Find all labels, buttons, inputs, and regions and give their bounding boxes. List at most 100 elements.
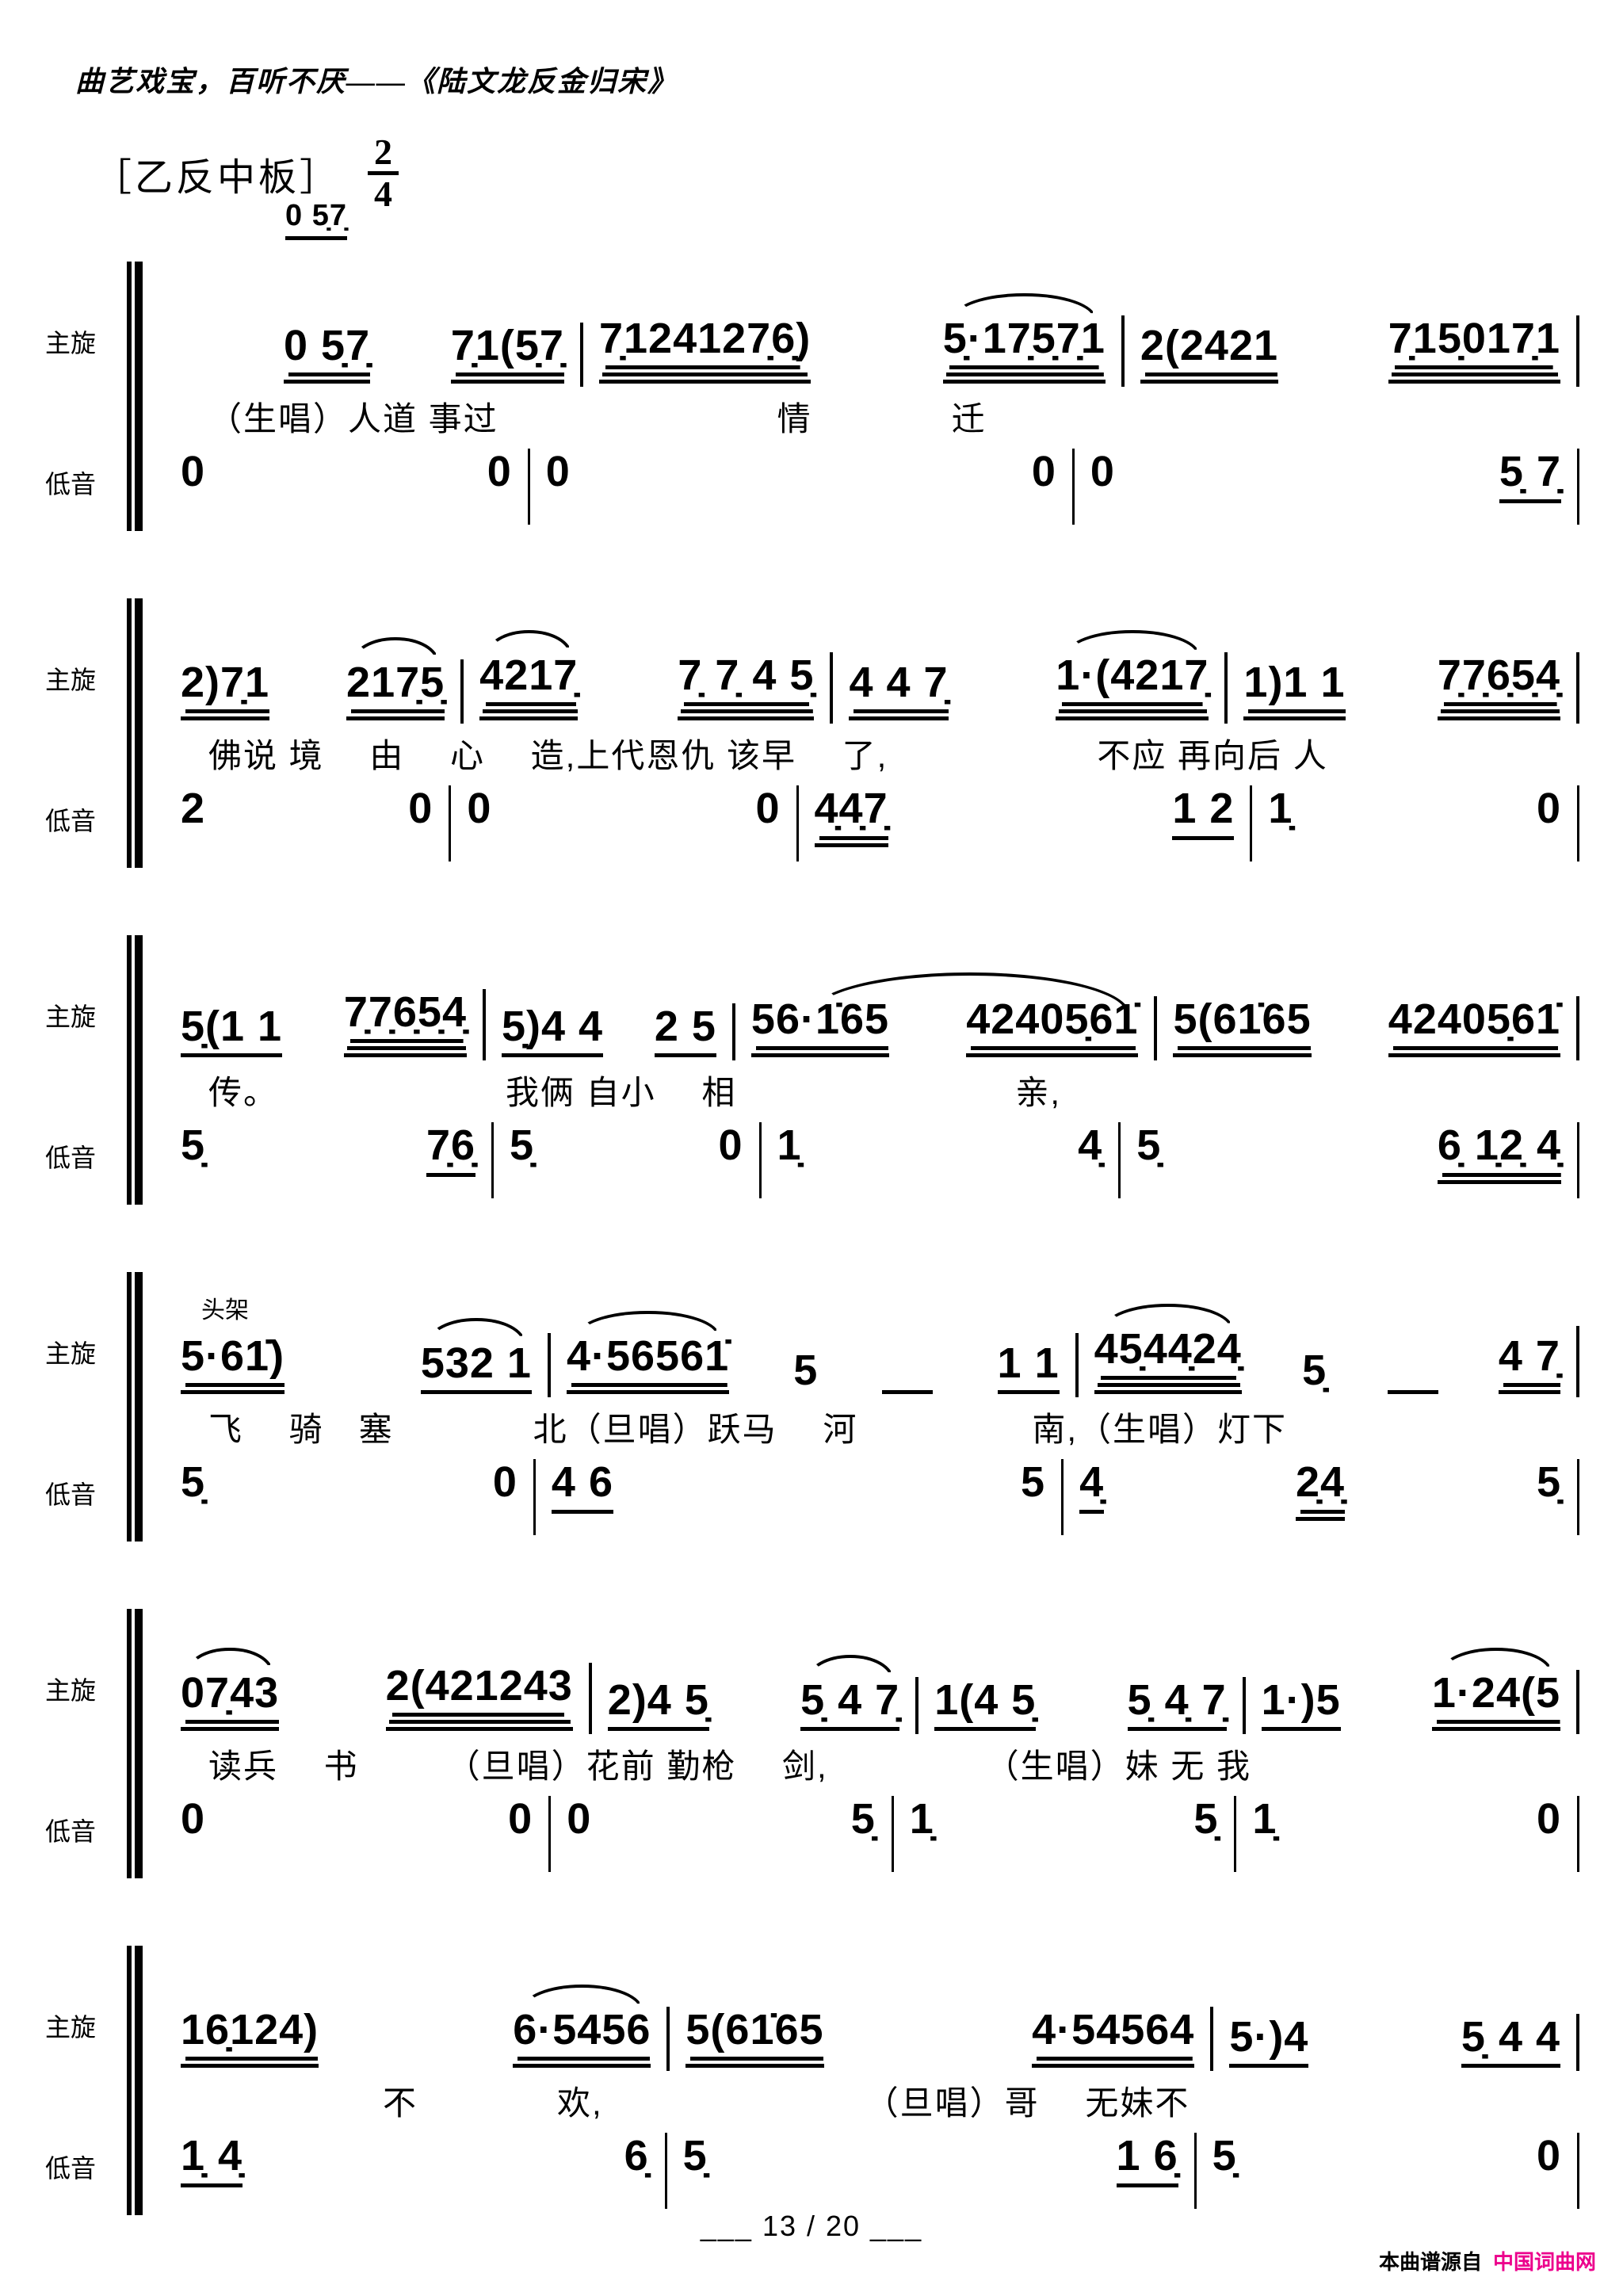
part-labels: 主旋 低音	[44, 1946, 127, 2215]
note-group: 6̣	[624, 2132, 649, 2180]
melody-measure: 5·)4 5̣ 4 4	[1213, 2013, 1580, 2072]
note-group: 45̣44̣24̣	[1094, 1303, 1242, 1394]
melody-part-label: 主旋	[45, 2013, 97, 2042]
source-site-link[interactable]: 中国词曲网	[1492, 2250, 1596, 2274]
note-group: 0	[567, 1795, 592, 1843]
page-number: ___ 13 / 20 ___	[700, 2210, 923, 2242]
melody-measure: 7̣124127̣6̣) 5̣·17̣5̣7̣1	[583, 292, 1125, 388]
note-group: 4̣	[1078, 1121, 1103, 1170]
bass-measure: 1̣ 4̣	[762, 1121, 1121, 1199]
tempo-row: ［乙反中板］ 2 4	[94, 132, 399, 214]
note-group: 1̣ 4̣	[181, 2132, 243, 2187]
note-group: 4 6	[551, 1458, 613, 1514]
note-group: 4 7̣	[1498, 1332, 1560, 1394]
note-group: 2 5	[654, 1003, 716, 1058]
melody-measure: 4217̣ 7̣ 7̣ 4 5̣	[464, 629, 834, 724]
melody-measure: 1(4 5̣ 5̣ 4̣ 7̣	[918, 1676, 1246, 1735]
note-group: 5̣	[1536, 1458, 1561, 1507]
note-group: 5̣	[1136, 1121, 1162, 1170]
bass-row: 0 0 0 0 0 5̣ 7̣	[165, 445, 1579, 531]
note-group: 5(61̇65	[685, 2006, 824, 2068]
note-group: 5̣ 7̣	[1499, 448, 1561, 503]
note-group: 4 4 7̣	[849, 659, 949, 720]
system-bracket	[127, 1272, 143, 1541]
bass-measure: 4 6 5	[536, 1458, 1064, 1536]
note-group: 5·61̇)	[181, 1332, 285, 1394]
tempo-label: ［乙反中板］	[94, 156, 342, 199]
note-group: 5̣	[682, 2132, 708, 2180]
bass-measure: 1̣ 0	[1236, 1795, 1580, 1873]
note-group: 1 1	[997, 1339, 1060, 1395]
note-group: 0	[1536, 2132, 1562, 2180]
lyrics-line: 不 欢, （旦唱）哥 无妹不	[208, 2084, 1190, 2122]
note-group: 5̣ 4 7̣	[800, 1654, 900, 1732]
melody-part-label: 主旋	[45, 666, 97, 694]
lyrics-line: 读兵 书 （旦唱）花前 勤枪 剑, （生唱）妹 无 我	[208, 1747, 1252, 1785]
melody-row: 5·61̇) 532 1 头架 4·56561̇ 5 1 1 45̣44̣24̣ 5̣ 4 …	[165, 1272, 1579, 1398]
bass-row: 2 0 0 0 4̣4̣7̣ 1 2 1̣ 0	[165, 782, 1579, 868]
note-group: 0	[1536, 1795, 1562, 1843]
bass-row: 5̣ 0 4 6 5 4̣ 2̣4̣ 5̣	[165, 1456, 1579, 1541]
system-bracket	[127, 935, 143, 1205]
note-group: 07̣43	[181, 1647, 280, 1731]
note-group: 6·5456	[513, 1984, 651, 2068]
note-group: 1̣	[1268, 785, 1293, 833]
bass-measure: 0 5̣ 7̣	[1075, 448, 1579, 525]
note-group: 5̣ 4 4	[1461, 2013, 1561, 2069]
melody-row: 5̣(1 1 7̣7̣6̣5̣4̣ 5̣)4 4 2 5 56·1̇65 42405̣61…	[165, 935, 1580, 1061]
melody-measure: 1)1 1 7̣7̣6̣5̣4̣	[1228, 651, 1579, 724]
note-group: 0	[492, 1458, 517, 1507]
bass-measure: 0 5̣	[551, 1795, 894, 1873]
note-group: 1 2	[1172, 785, 1235, 840]
lyrics-line: 传。 我俩 自小 相 亲,	[208, 1073, 1062, 1111]
part-labels: 主旋 低音	[44, 1272, 127, 1541]
note-group: 5̣)4 4	[501, 1003, 604, 1058]
note-group: 5̣	[510, 1121, 535, 1170]
note-group: 4̣	[1079, 1458, 1105, 1514]
note-group: 1 6̣	[1116, 2132, 1178, 2187]
note-group: 1(4 5̣	[934, 1676, 1037, 1732]
melody-part-label: 主旋	[45, 1676, 97, 1705]
time-signature-numerator: 2	[368, 132, 399, 176]
system-content: 16̣124) 6·5456 5(61̇65 4·54564 5·)4 5̣ 4 4 不 …	[165, 1946, 1580, 2215]
system-bracket	[127, 1946, 143, 2215]
bass-part-label: 低音	[45, 807, 97, 835]
note-group: 4217̣	[479, 629, 579, 720]
system: 主旋 低音 5̣(1 1 7̣7̣6̣5̣4̣ 5̣)4 4 2 5 56·1̇65 4240…	[44, 935, 1580, 1205]
note-group: 2(2421	[1140, 322, 1279, 384]
system-content: 5·61̇) 532 1 头架 4·56561̇ 5 1 1 45̣44̣24̣ 5̣ 4 …	[165, 1272, 1579, 1541]
system-content: 07̣43 2(421243 2)4 5̣ 5̣ 4 7̣ 1(4 5̣ 5̣ 4̣ 7̣…	[165, 1609, 1580, 1878]
note-group: 1̣	[777, 1121, 802, 1170]
melody-measure: 07̣43 2(421243	[165, 1647, 592, 1735]
note-group: 1̣	[909, 1795, 934, 1843]
note-group: 5̣	[181, 1121, 206, 1170]
melody-part-label: 主旋	[45, 329, 97, 357]
bass-measure: 1̣ 5̣	[894, 1795, 1237, 1873]
note-group: 7̣6̣	[426, 1121, 476, 1177]
melody-row: 07̣43 2(421243 2)4 5̣ 5̣ 4 7̣ 1(4 5̣ 5̣ 4̣ 7̣…	[165, 1609, 1579, 1735]
note-group	[1387, 1339, 1438, 1395]
part-labels: 主旋 低音	[44, 262, 127, 531]
note-group: 0	[1536, 785, 1561, 833]
bass-part-label: 低音	[45, 1144, 97, 1172]
melody-measure: 2(2421 7̣15̣017̣1	[1125, 315, 1579, 388]
note-group: 0	[755, 785, 781, 833]
note-group: 5̣	[1212, 2132, 1237, 2180]
lyrics-line: 飞 骑 塞 北（旦唱）跃马 河 南,（生唱）灯下	[208, 1410, 1288, 1448]
note-group: 5(61̇65	[1173, 995, 1312, 1057]
melody-measure: 4·56561̇ 5 1 1	[551, 1310, 1079, 1398]
bass-measure: 5̣ 0	[165, 1458, 536, 1536]
bass-part-label: 低音	[45, 470, 97, 499]
system: 主旋 低音 2)7̣1 217̣5̣ 4217̣ 7̣ 7̣ 4 5̣ 4 4 7̣ 1·(4…	[44, 598, 1579, 868]
note-group: 5̣ 4̣ 7̣	[1127, 1676, 1227, 1732]
note-group	[882, 1339, 934, 1395]
note-group: 1·(4217̣	[1056, 629, 1209, 720]
note-group: 5̣	[1302, 1346, 1327, 1394]
bass-measure: 5̣ 6̣ 1̣2̣ 4̣	[1121, 1121, 1580, 1199]
note-group: 1)1 1	[1243, 659, 1346, 720]
melody-measure: 56·1̇65 42405̣61̇	[735, 972, 1158, 1061]
note-group: 7̣ 7̣ 4 5̣	[678, 651, 815, 720]
melody-measure: 0 5̣7̣ 7̣1(5̣7̣	[165, 322, 583, 388]
note-group: 4·54564	[1032, 2006, 1195, 2068]
bass-measure: 4̣4̣7̣ 1 2	[799, 785, 1253, 862]
